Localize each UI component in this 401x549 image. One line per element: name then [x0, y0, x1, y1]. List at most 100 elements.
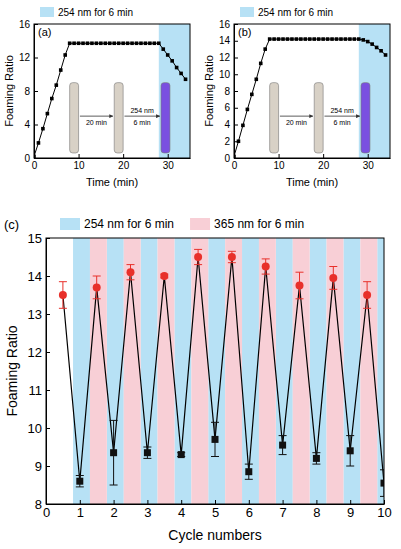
irradiation-band [293, 238, 310, 504]
data-point [126, 41, 130, 45]
x-tick-label: 6 [246, 505, 253, 520]
x-tick: 6 [246, 500, 253, 520]
plot-frame [234, 24, 390, 158]
data-point [254, 77, 258, 81]
y-tick: 4 [24, 119, 38, 130]
data-point [379, 49, 383, 53]
inset: 20 min254 nm6 min [70, 83, 170, 153]
x-tick: 10 [74, 154, 86, 171]
error-bar-cap [143, 458, 151, 459]
error-bar-cap [262, 274, 270, 275]
data-point [144, 41, 148, 45]
y-tick: 10 [28, 421, 50, 436]
data-point [348, 37, 352, 41]
test-tube [70, 83, 79, 153]
error-bar [211, 422, 219, 456]
data-point [290, 37, 294, 41]
error-bar-cap [363, 281, 371, 282]
data-point [194, 253, 202, 261]
data-point [361, 38, 365, 42]
x-tick-label: 10 [74, 160, 86, 171]
x-tick-mark [168, 154, 169, 158]
x-tick-label: 8 [313, 505, 320, 520]
error-bar-cap [279, 454, 287, 455]
y-tick-label: 4 [24, 119, 30, 130]
series-line [34, 43, 186, 156]
x-tick-label: 30 [363, 160, 375, 171]
error-bar-cap [329, 266, 337, 267]
y-tick-mark [234, 158, 238, 159]
y-tick-label: 11 [29, 383, 43, 398]
error-bar [143, 447, 151, 458]
x-tick-mark [279, 154, 280, 158]
data-point [277, 37, 281, 41]
y-tick-mark [234, 125, 238, 126]
y-tick-mark [46, 466, 50, 467]
annotation: 254 nm [130, 107, 154, 114]
error-bar [245, 464, 253, 479]
data-point [357, 37, 361, 41]
series-line [234, 39, 386, 156]
y-tick-mark [234, 108, 238, 109]
plot-frame [34, 24, 190, 158]
data-point [295, 37, 299, 41]
data-point [317, 37, 321, 41]
error-bar-cap [312, 464, 320, 465]
legend-swatch [40, 7, 54, 17]
y-tick: 14 [219, 35, 238, 46]
y-tick: 16 [219, 19, 238, 30]
y-tick: 10 [219, 69, 238, 80]
data-point [179, 72, 183, 76]
y-tick-mark [34, 125, 38, 126]
y-tick: 12 [28, 345, 50, 360]
inset-arrow [80, 116, 113, 117]
data-point [281, 37, 285, 41]
data-point [330, 37, 334, 41]
error-bar [110, 420, 118, 485]
error-bar-cap [346, 435, 354, 436]
x-tick-mark [249, 500, 250, 504]
inset-arrow [324, 116, 359, 117]
error-bar-cap [296, 298, 304, 299]
data-point [161, 47, 165, 51]
legend-item: 254 nm for 6 min [240, 7, 333, 18]
error-bar [93, 276, 101, 299]
data-point [245, 468, 252, 475]
x-tick-mark [114, 500, 115, 504]
data-point [339, 37, 343, 41]
error-bar-cap [143, 447, 151, 448]
data-point [81, 41, 85, 45]
x-tick-label: 4 [178, 505, 185, 520]
y-tick-label: 14 [28, 269, 42, 284]
data-point [344, 37, 348, 41]
y-tick-label: 10 [219, 69, 231, 80]
x-tick: 1 [77, 500, 84, 520]
y-tick: 9 [35, 459, 50, 474]
error-bar-cap [380, 496, 384, 497]
y-tick: 14 [28, 269, 50, 284]
y-tick-label: 8 [35, 497, 42, 512]
legend: 254 nm for 6 min365 nm for 6 min [60, 217, 304, 231]
data-point [54, 83, 58, 87]
data-point [93, 283, 101, 291]
data-point [250, 93, 254, 97]
error-bar-cap [127, 279, 135, 280]
error-bar-cap [245, 464, 253, 465]
legend-label: 254 nm for 6 min [258, 7, 333, 18]
y-tick: 6 [224, 102, 238, 113]
x-axis: 0102030 [32, 154, 191, 171]
data-point [95, 41, 99, 45]
y-tick: 11 [29, 383, 51, 398]
data-point [228, 253, 236, 261]
irradiation-band [377, 238, 384, 504]
x-tick-label: 30 [163, 160, 175, 171]
x-tick-label: 9 [347, 505, 354, 520]
y-tick-mark [46, 314, 50, 315]
y-tick-mark [46, 390, 50, 391]
y-tick-label: 16 [19, 19, 31, 30]
legend-swatch [240, 7, 254, 17]
y-tick: 8 [24, 86, 38, 97]
x-tick-label: 20 [118, 160, 130, 171]
legend-label: 254 nm for 6 min [84, 217, 174, 231]
error-bar-cap [110, 420, 118, 421]
